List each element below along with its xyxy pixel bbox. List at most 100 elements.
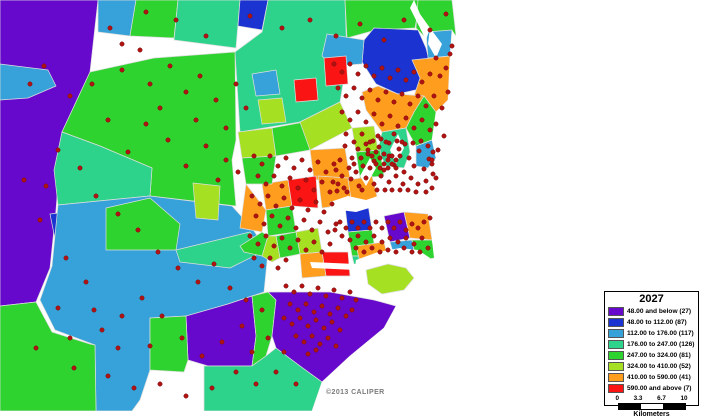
map-zone bbox=[175, 231, 263, 269]
site-dot bbox=[259, 307, 265, 313]
site-dot bbox=[267, 255, 273, 261]
scale-unit: Kilometers bbox=[633, 411, 670, 418]
site-dot bbox=[233, 369, 239, 375]
site-dot bbox=[385, 219, 391, 225]
site-dot bbox=[334, 188, 340, 194]
site-dot bbox=[89, 81, 95, 87]
site-dot bbox=[367, 139, 373, 145]
site-dot bbox=[293, 225, 299, 231]
site-dot bbox=[355, 225, 361, 231]
site-dot bbox=[396, 146, 402, 152]
site-dot bbox=[287, 301, 293, 307]
site-dot bbox=[376, 144, 382, 150]
site-dot bbox=[259, 161, 265, 167]
site-dot bbox=[379, 65, 385, 71]
site-dot bbox=[363, 175, 369, 181]
site-dot bbox=[289, 321, 295, 327]
site-dot bbox=[283, 257, 289, 263]
site-dot bbox=[379, 225, 385, 231]
site-dot bbox=[327, 189, 333, 195]
site-dot bbox=[261, 221, 267, 227]
scale-tick-label: 6.7 bbox=[657, 395, 666, 402]
site-dot bbox=[209, 385, 215, 391]
site-dot bbox=[381, 37, 387, 43]
site-dot bbox=[387, 75, 393, 81]
site-dot bbox=[411, 241, 417, 247]
site-dot bbox=[365, 151, 371, 157]
legend-swatch bbox=[608, 350, 624, 360]
site-dot bbox=[445, 89, 451, 95]
site-dot bbox=[283, 155, 289, 161]
site-dot bbox=[419, 235, 425, 241]
site-dot bbox=[429, 185, 435, 191]
scale-tick-label: 3.3 bbox=[633, 395, 643, 402]
site-dot bbox=[37, 217, 43, 223]
scale-bar-segment bbox=[662, 404, 685, 409]
site-dot bbox=[394, 138, 400, 144]
site-dot bbox=[295, 307, 301, 313]
site-dot bbox=[309, 227, 315, 233]
site-dot bbox=[223, 157, 229, 163]
site-dot bbox=[301, 217, 307, 223]
site-dot bbox=[343, 93, 349, 99]
site-dot bbox=[374, 187, 380, 193]
site-dot bbox=[401, 17, 407, 23]
site-dot bbox=[351, 85, 357, 91]
site-dot bbox=[377, 165, 383, 171]
map-zone bbox=[192, 182, 221, 221]
site-dot bbox=[437, 73, 443, 79]
site-dot bbox=[408, 175, 414, 181]
legend-swatch bbox=[608, 339, 624, 349]
site-dot bbox=[411, 69, 417, 75]
site-dot bbox=[203, 143, 209, 149]
site-dot bbox=[67, 93, 73, 99]
scale-tick-label: 10 bbox=[680, 395, 688, 402]
legend-item: 48.00 to 112.00 (87) bbox=[608, 317, 695, 327]
site-dot bbox=[425, 245, 431, 251]
site-dot bbox=[319, 179, 325, 185]
site-dot bbox=[251, 255, 257, 261]
site-dot bbox=[173, 17, 179, 23]
site-dot bbox=[55, 305, 61, 311]
site-dot bbox=[330, 179, 336, 185]
site-dot bbox=[227, 285, 233, 291]
site-dot bbox=[311, 239, 317, 245]
site-dot bbox=[359, 187, 365, 193]
site-dot bbox=[387, 113, 393, 119]
site-dot bbox=[382, 187, 388, 193]
legend-item: 247.00 to 324.00 (81) bbox=[608, 350, 695, 360]
site-dot bbox=[383, 89, 389, 95]
legend-panel: 2027 48.00 and below (27) 48.00 to 112.00… bbox=[604, 291, 699, 418]
site-dot bbox=[199, 353, 205, 359]
site-dot bbox=[399, 91, 405, 97]
site-dot bbox=[343, 313, 349, 319]
site-dot bbox=[419, 117, 425, 123]
site-dot bbox=[401, 169, 407, 175]
site-dot bbox=[55, 147, 61, 153]
site-dot bbox=[349, 307, 355, 313]
site-dot bbox=[323, 293, 329, 299]
map-zone bbox=[241, 155, 277, 185]
site-dot bbox=[323, 169, 329, 175]
water-body bbox=[330, 192, 432, 212]
site-dot bbox=[307, 17, 313, 23]
site-dot bbox=[315, 285, 321, 291]
map-zone bbox=[129, 0, 179, 39]
site-dot bbox=[197, 73, 203, 79]
site-dot bbox=[403, 227, 409, 233]
site-dot bbox=[267, 153, 273, 159]
site-dot bbox=[409, 249, 415, 255]
site-dot bbox=[213, 97, 219, 103]
site-dot bbox=[367, 225, 373, 231]
site-dot bbox=[429, 161, 435, 167]
site-dot bbox=[157, 105, 163, 111]
site-dot bbox=[389, 161, 395, 167]
map-zone bbox=[173, 0, 241, 49]
legend-label: 48.00 to 112.00 (87) bbox=[627, 318, 687, 326]
site-dot bbox=[275, 163, 281, 169]
legend-item: 112.00 to 176.00 (117) bbox=[608, 328, 695, 338]
site-dot bbox=[397, 187, 403, 193]
site-dot bbox=[371, 111, 377, 117]
site-dot bbox=[358, 155, 364, 161]
site-dot bbox=[351, 161, 357, 167]
